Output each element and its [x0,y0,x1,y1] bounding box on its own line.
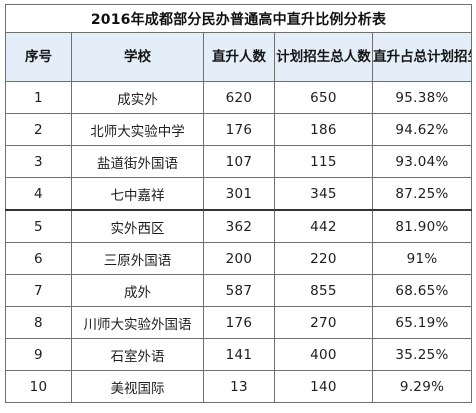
cell-direct: 176 [203,113,275,146]
cell-school: 美视国际 [71,370,204,403]
cell-direct: 200 [203,242,275,275]
cell-direct: 176 [203,306,275,339]
cell-direct: 107 [203,145,275,178]
table-row: 6 三原外国语 200 220 91% [5,242,473,275]
cell-school: 七中嘉祥 [71,177,204,211]
cell-index: 8 [5,306,72,339]
table-row: 8 川师大实验外国语 176 270 65.19% [5,306,473,339]
cell-index: 5 [5,209,72,243]
header-row: 序号 学校 直升人数 计划招生总人数 直升占总计划招生比例 [5,32,473,82]
direct-promotion-table: 2016年成都部分民办普通高中直升比例分析表 序号 学校 直升人数 计划招生总人… [4,4,473,403]
header-direct: 直升人数 [203,32,275,82]
cell-ratio: 9.29% [371,370,473,403]
cell-total: 115 [274,145,373,178]
cell-direct: 620 [203,81,275,114]
cell-ratio: 81.90% [371,209,473,243]
cell-school: 三原外国语 [71,242,204,275]
cell-school: 成外 [71,274,204,307]
cell-ratio: 65.19% [371,306,473,339]
cell-index: 9 [5,338,72,371]
cell-ratio: 68.65% [371,274,473,307]
cell-index: 1 [5,81,72,114]
table-row: 3 盐道街外国语 107 115 93.04% [5,145,473,178]
cell-school: 北师大实验中学 [71,113,204,146]
cell-school: 实外西区 [71,209,204,243]
table-row: 2 北师大实验中学 176 186 94.62% [5,113,473,146]
cell-index: 2 [5,113,72,146]
cell-total: 855 [274,274,373,307]
table-row: 10 美视国际 13 140 9.29% [5,370,473,403]
cell-school: 石室外语 [71,338,204,371]
cell-index: 6 [5,242,72,275]
cell-index: 3 [5,145,72,178]
cell-ratio: 93.04% [371,145,473,178]
cell-total: 345 [274,177,373,211]
cell-direct: 301 [203,177,275,211]
cell-school: 盐道街外国语 [71,145,204,178]
table-row: 1 成实外 620 650 95.38% [5,81,473,114]
cell-total: 442 [274,209,373,243]
cell-total: 186 [274,113,373,146]
table-row: 5 实外西区 362 442 81.90% [5,209,473,243]
cell-ratio: 95.38% [371,81,473,114]
cell-direct: 587 [203,274,275,307]
cell-index: 7 [5,274,72,307]
header-total: 计划招生总人数 [274,32,373,82]
cell-total: 400 [274,338,373,371]
cell-ratio: 94.62% [371,113,473,146]
cell-total: 140 [274,370,373,403]
cell-school: 成实外 [71,81,204,114]
cell-ratio: 35.25% [371,338,473,371]
cell-total: 220 [274,242,373,275]
cell-ratio: 91% [371,242,473,275]
table-row: 7 成外 587 855 68.65% [5,274,473,307]
cell-direct: 141 [203,338,275,371]
cell-index: 10 [5,370,72,403]
header-school: 学校 [71,32,204,82]
cell-total: 270 [274,306,373,339]
table-row: 4 七中嘉祥 301 345 87.25% [5,177,473,211]
table-row: 9 石室外语 141 400 35.25% [5,338,473,371]
cell-ratio: 87.25% [371,177,473,211]
cell-total: 650 [274,81,373,114]
cell-school: 川师大实验外国语 [71,306,204,339]
cell-direct: 362 [203,209,275,243]
header-index: 序号 [5,32,72,82]
header-ratio: 直升占总计划招生比例 [371,32,473,82]
cell-index: 4 [5,177,72,211]
table-title: 2016年成都部分民办普通高中直升比例分析表 [4,4,473,33]
cell-direct: 13 [203,370,275,403]
